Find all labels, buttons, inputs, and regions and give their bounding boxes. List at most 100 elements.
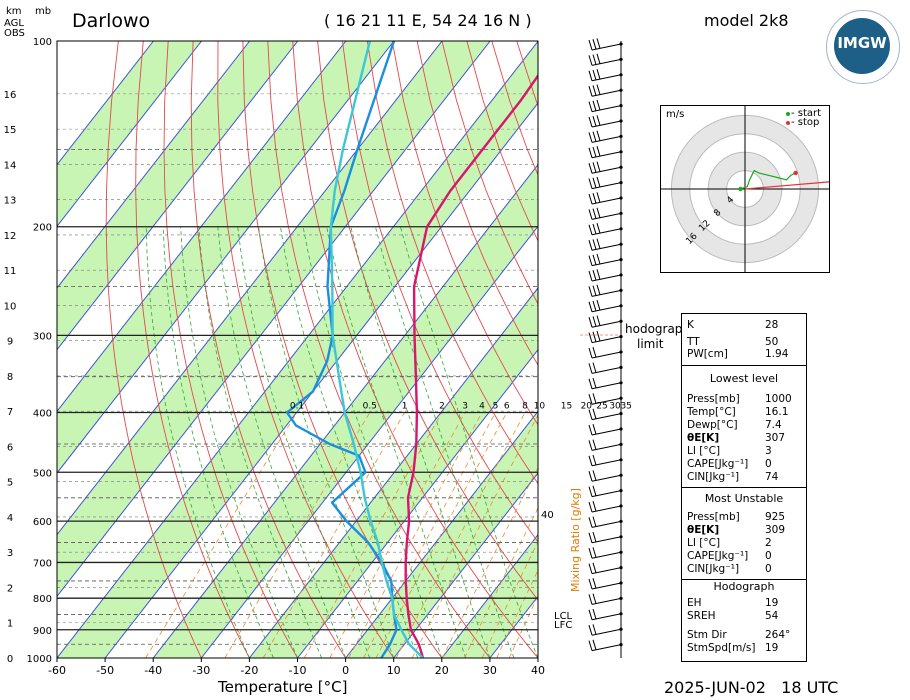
km-tick-label: 12 (4, 231, 17, 242)
lowest-level-title: Lowest level (709, 372, 779, 385)
wind-barb-flag (596, 130, 601, 141)
footer-datetime: 2025-JUN-02 18 UTC (664, 678, 839, 697)
pressure-tick-label: 500 (33, 468, 52, 479)
wind-barb-flag (596, 330, 601, 342)
mixing-ratio-label: 2 (439, 401, 445, 411)
wind-barb-flag (592, 439, 597, 450)
moist-adiabat (145, 226, 250, 658)
stmspd-label: StmSpd[m/s] (687, 642, 756, 654)
eh-label: EH (687, 597, 702, 609)
km-tick-label: 10 (4, 301, 17, 312)
mu-li-label: LI [°C] (687, 537, 721, 549)
wind-barb-flag (592, 162, 597, 173)
station-title: Darlowo (72, 10, 151, 32)
wind-barb-staff (591, 428, 622, 436)
ll-dewp-label: Dewp[°C] (687, 419, 738, 431)
wind-barb-staff (591, 505, 622, 513)
wind-barb-staff (591, 74, 622, 82)
wind-barb-staff (591, 520, 622, 528)
imgw-logo: IMGW (826, 10, 900, 84)
wind-barb-flag (592, 408, 597, 419)
wind-barb-staff (591, 443, 622, 451)
x-tick-label: -60 (48, 664, 66, 677)
wind-barb-flag (592, 624, 597, 635)
wind-barb-flag (596, 284, 601, 295)
ll-press-value: 1000 (765, 393, 792, 405)
wind-barb-staff (591, 382, 622, 390)
wind-barb-flag (588, 116, 593, 128)
moist-adiabat (326, 226, 467, 658)
mb-label: mb (35, 6, 52, 17)
isotherm-line (249, 287, 538, 658)
wind-barb-flag (596, 300, 601, 311)
ll-cin-label: CIN[Jkg⁻¹] (687, 471, 740, 483)
mixing-ratio-label: 35 (620, 401, 631, 411)
wind-barb-flag (588, 347, 593, 359)
wind-barb-flag (588, 55, 593, 66)
wind-barb-flag (592, 316, 597, 327)
km-tick-label: 8 (7, 372, 13, 383)
wind-barb-staff (591, 305, 622, 313)
model-label: model 2k8 (704, 11, 789, 30)
km-label: km (6, 6, 22, 17)
ll-cin-value: 74 (765, 471, 779, 483)
wind-barb-flag (588, 548, 593, 559)
wind-barb-flag (592, 131, 597, 142)
km-tick-label: 14 (4, 160, 17, 171)
isotherm-line (441, 533, 538, 658)
wind-barb-staff (591, 212, 622, 220)
obs-label: OBS (4, 28, 25, 39)
ll-thetae-label: θE[K] (687, 432, 720, 444)
mu-thetae-value: 309 (765, 524, 786, 536)
mu-cin-label: CIN[Jkg⁻¹] (687, 563, 740, 575)
wind-barb-flag (588, 424, 593, 436)
isotherm-line (57, 41, 443, 536)
wind-barb-flag (592, 547, 597, 558)
wind-barb-flag (588, 394, 593, 405)
wind-barb-flag (596, 238, 601, 249)
wind-barb-flag (596, 69, 601, 80)
ll-thetae-value: 307 (765, 432, 786, 444)
wind-barb-flag (588, 163, 593, 174)
km-tick-label: 9 (7, 337, 13, 348)
wind-barb-flag (592, 146, 597, 158)
wind-barb-flag (592, 85, 597, 96)
wind-barb-flag (588, 501, 593, 513)
wind-barb-flag (588, 147, 593, 158)
moist-adiabat (400, 226, 538, 658)
wind-level-dot (619, 242, 623, 246)
x-tick-label: -40 (144, 664, 162, 677)
hodo-legend-start: - start (791, 108, 822, 119)
wind-barb-staff (591, 274, 622, 282)
wind-barb-flag (592, 424, 597, 435)
pressure-tick-label: 700 (33, 558, 52, 569)
wind-barb-staff (591, 289, 622, 297)
ll-cape-label: CAPE[Jkg⁻¹] (687, 458, 749, 470)
wind-barb-flag (588, 209, 593, 220)
wind-barb-flag (596, 315, 601, 326)
x-tick-label: -10 (289, 664, 307, 677)
km-tick-label: 0 (7, 654, 13, 665)
hodo-trace (740, 169, 796, 190)
wind-barb-flag (592, 454, 597, 466)
wind-barb-staff (591, 336, 622, 344)
wind-barb-flag (588, 578, 593, 590)
x-tick-label: 30 (483, 664, 497, 677)
moist-adiabat (375, 226, 515, 658)
indices-panel: K 28 TT 50 PW[cm] 1.94 Lowest level Pres… (681, 313, 807, 662)
km-tick-label: 4 (7, 513, 13, 524)
wind-barb-staff (591, 120, 622, 128)
wind-barb-flag (596, 223, 601, 234)
km-tick-label: 13 (4, 196, 17, 207)
wind-barb-staff (591, 613, 622, 621)
mu-li-value: 2 (765, 537, 772, 549)
wind-barb-staff (591, 228, 622, 236)
ll-li-value: 3 (765, 445, 772, 457)
x-tick-label: 40 (531, 664, 545, 677)
legend-start-dot (786, 112, 790, 116)
wind-barb-staff (591, 135, 622, 143)
wind-barb-flag (588, 86, 593, 97)
wind-barb-flag (588, 625, 593, 636)
wind-barb-flag (588, 70, 593, 81)
wind-barb-flag (588, 363, 593, 374)
